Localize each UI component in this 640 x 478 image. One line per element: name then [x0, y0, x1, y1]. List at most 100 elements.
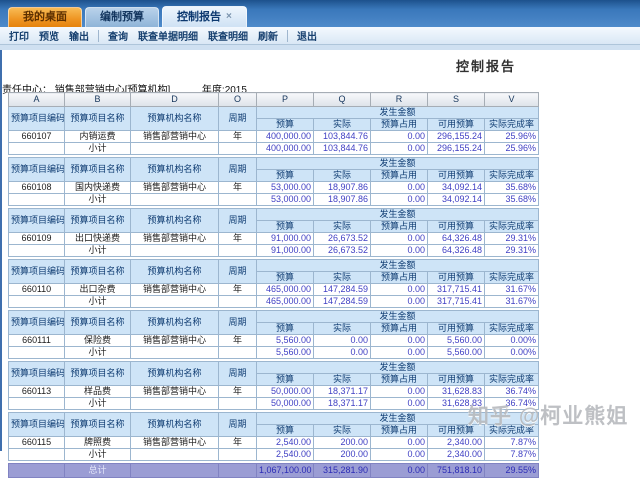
subheader-4: 实际完成率: [484, 118, 539, 131]
toolbar-button-查询[interactable]: 查询: [108, 32, 128, 43]
gap-cell: [8, 409, 539, 413]
subtotal-value-1: 18,907.86: [313, 193, 371, 206]
subtotal-value-3: 5,560.00: [427, 346, 485, 359]
subheader-2: 预算占用: [370, 169, 428, 182]
cell-value-2: 0.00: [370, 181, 428, 194]
responsibility-center-value: 销售部营销中心[预算机构]: [54, 85, 171, 96]
block-header-row-660109: 预算项目编码 预算项目名称 预算机构名称 周期 发生金额: [8, 208, 539, 233]
subtotal-label: 小计: [64, 448, 131, 461]
cell-value-2: 0.00: [370, 436, 428, 449]
block-gap: [8, 205, 539, 209]
toolbar-button-预览[interactable]: 预览: [39, 32, 59, 43]
subtotal-value-4: 36.74%: [484, 397, 539, 410]
tab-budget-prepare[interactable]: 编制预算: [85, 7, 159, 27]
subtotal-value-1: 200.00: [313, 448, 371, 461]
subtotal-empty-org: [130, 244, 219, 257]
subtotal-empty-org: [130, 448, 219, 461]
toolbar-button-联查单据明细[interactable]: 联查单据明细: [138, 32, 198, 43]
subtotal-value-2: 0.00: [370, 244, 428, 257]
subtotal-empty-code: [8, 448, 65, 461]
cell-org: 销售部营销中心: [130, 232, 219, 245]
total-value-4: 29.55%: [484, 463, 539, 478]
header-name: 预算项目名称: [64, 157, 131, 182]
subtotal-value-1: 103,844.76: [313, 142, 371, 155]
tab-my-desktop-label: 我的桌面: [23, 11, 67, 23]
subheader-4: 实际完成率: [484, 220, 539, 233]
header-period: 周期: [218, 208, 257, 233]
cell-code: 660108: [8, 181, 65, 194]
cell-value-0: 465,000.00: [256, 283, 314, 296]
header-org: 预算机构名称: [130, 157, 219, 182]
cell-value-2: 0.00: [370, 334, 428, 347]
total-empty-period: [218, 463, 257, 478]
tab-control-report-label: 控制报告: [177, 11, 221, 23]
cell-name: 样品费: [64, 385, 131, 398]
header-org: 预算机构名称: [130, 106, 219, 131]
subtotal-value-4: 25.96%: [484, 142, 539, 155]
block-subheader-row-660115: 预算 实际 预算占用 可用预算 实际完成率: [9, 424, 539, 437]
cell-period: 年: [218, 181, 257, 194]
header-org: 预算机构名称: [130, 310, 219, 335]
total-value-0: 1,067,100.00: [256, 463, 314, 478]
cell-value-4: 0.00%: [484, 334, 539, 347]
block-subheader-row-660107: 预算 实际 预算占用 可用预算 实际完成率: [9, 118, 539, 131]
gap-cell: [8, 256, 539, 260]
cell-value-4: 7.87%: [484, 436, 539, 449]
column-letter-O: O: [218, 92, 257, 107]
block-header-row-660111: 预算项目编码 预算项目名称 预算机构名称 周期 发生金额: [8, 310, 539, 335]
subtotal-value-2: 0.00: [370, 346, 428, 359]
tab-control-report[interactable]: 控制报告 ×: [162, 6, 247, 27]
header-amount-group: 发生金额: [256, 412, 539, 425]
subheader-0: 预算: [256, 424, 314, 437]
subtotal-row-660110: 小计 465,000.00 147,284.59 0.00 317,715.41 31.6…: [8, 295, 539, 308]
total-empty-org: [130, 463, 219, 478]
header-name: 预算项目名称: [64, 412, 131, 437]
cell-org: 销售部营销中心: [130, 283, 219, 296]
tab-my-desktop[interactable]: 我的桌面: [8, 7, 82, 27]
column-letter-R: R: [370, 92, 428, 107]
cell-value-3: 317,715.41: [427, 283, 485, 296]
subheader-1: 实际: [313, 118, 371, 131]
subtotal-empty-org: [130, 295, 219, 308]
subtotal-value-0: 5,560.00: [256, 346, 314, 359]
toolbar-button-输出[interactable]: 输出: [69, 32, 89, 43]
subtotal-empty-org: [130, 346, 219, 359]
cell-org: 销售部营销中心: [130, 385, 219, 398]
subtotal-empty-code: [8, 244, 65, 257]
subtotal-row-660115: 小计 2,540.00 200.00 0.00 2,340.00 7.87%: [8, 448, 539, 461]
toolbar-separator: [98, 29, 99, 42]
data-row-660107: 660107 内销运费 销售部营销中心年 400,000.00 103,844.76 0.…: [8, 130, 539, 143]
cell-value-1: 18,371.17: [313, 385, 371, 398]
subtotal-value-1: 26,673.52: [313, 244, 371, 257]
header-period: 周期: [218, 310, 257, 335]
cell-org: 销售部营销中心: [130, 181, 219, 194]
header-name: 预算项目名称: [64, 310, 131, 335]
watermark: 知乎 @柯业熊姐: [468, 405, 629, 428]
subtotal-empty-code: [8, 397, 65, 410]
toolbar-button-联查明细[interactable]: 联查明细: [208, 32, 248, 43]
toolbar-button-退出[interactable]: 退出: [297, 32, 317, 43]
subtotal-empty-period: [218, 193, 257, 206]
close-icon[interactable]: ×: [226, 11, 232, 22]
header-code: 预算项目编码: [8, 157, 65, 182]
total-value-1: 315,281.90: [313, 463, 371, 478]
cell-name: 牌照费: [64, 436, 131, 449]
subheader-0: 预算: [256, 373, 314, 386]
block-gap: [8, 256, 539, 260]
tab-budget-prepare-label: 编制预算: [100, 11, 144, 23]
block-subheader-row-660111: 预算 实际 预算占用 可用预算 实际完成率: [9, 322, 539, 335]
subtotal-value-2: 0.00: [370, 397, 428, 410]
toolbar-separator: [287, 29, 288, 42]
cell-code: 660109: [8, 232, 65, 245]
cell-value-4: 35.68%: [484, 181, 539, 194]
subheader-2: 预算占用: [370, 220, 428, 233]
subheader-0: 预算: [256, 271, 314, 284]
subtotal-value-4: 31.67%: [484, 295, 539, 308]
column-letter-V: V: [484, 92, 539, 107]
toolbar-button-打印[interactable]: 打印: [9, 32, 29, 43]
tab-strip: 我的桌面 编制预算 控制报告 ×: [8, 6, 250, 27]
toolbar: 打印 预览 输出 查询 联查单据明细 联查明细 刷新 退出: [0, 27, 640, 45]
subheader-2: 预算占用: [370, 424, 428, 437]
toolbar-button-刷新[interactable]: 刷新: [258, 32, 278, 43]
